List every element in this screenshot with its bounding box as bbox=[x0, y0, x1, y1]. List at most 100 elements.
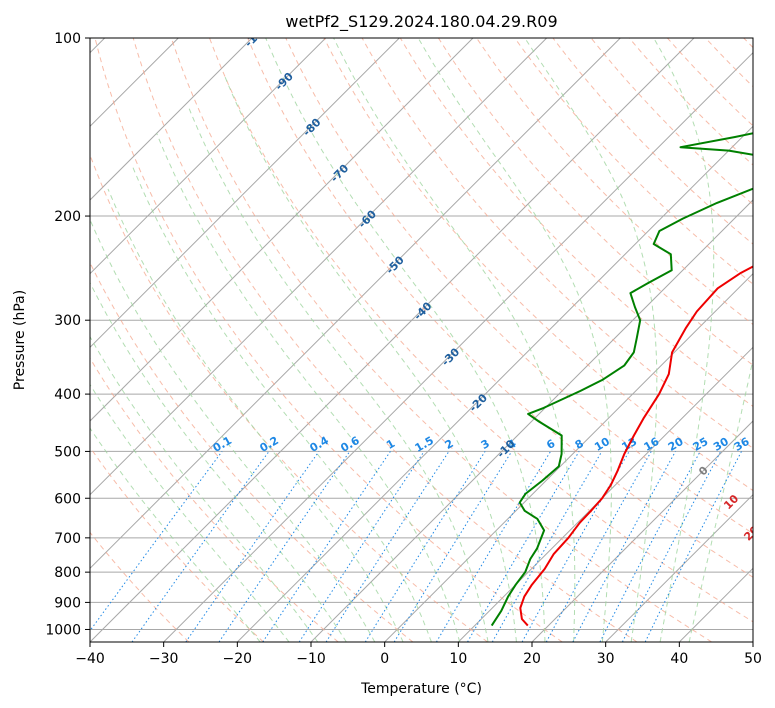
chart-title: wetPf2_S129.2024.180.04.29.R09 bbox=[285, 12, 557, 32]
x-tick-label: 0 bbox=[380, 651, 389, 667]
mixing-ratio-line bbox=[262, 451, 391, 642]
isotherm-label: -30 bbox=[439, 345, 462, 368]
x-tick-label: 20 bbox=[523, 651, 541, 667]
isotherm-label: -90 bbox=[273, 70, 296, 93]
isotherm-line bbox=[384, 272, 753, 642]
moist-adiabat-line bbox=[333, 38, 576, 642]
mixing-ratio-label: 2 bbox=[443, 437, 456, 452]
isotherm-label: -40 bbox=[411, 299, 434, 322]
y-tick-label: 400 bbox=[54, 387, 81, 403]
dry-adiabat-line bbox=[667, 38, 753, 127]
theta-w-label: 30 bbox=[759, 550, 775, 570]
isotherm-line bbox=[90, 38, 695, 642]
y-tick-label: 600 bbox=[54, 491, 81, 507]
dry-adiabat-line bbox=[323, 38, 753, 492]
isotherm-label: -70 bbox=[328, 161, 351, 184]
dry-adiabat-line bbox=[514, 38, 753, 285]
dry-adiabat-line bbox=[247, 38, 753, 578]
moist-adiabat-line bbox=[223, 73, 517, 642]
dry-adiabat-line bbox=[743, 38, 753, 49]
isotherm-line bbox=[90, 38, 474, 422]
y-tick-label: 800 bbox=[54, 565, 81, 581]
isotherm-label: -10 bbox=[494, 437, 517, 460]
moist-adiabat-line bbox=[417, 38, 612, 642]
profile-series bbox=[490, 132, 753, 627]
x-tick-label: 10 bbox=[449, 651, 467, 667]
mixing-ratio-line bbox=[521, 451, 630, 642]
mixing-ratio-line bbox=[131, 451, 270, 642]
isotherm-line bbox=[457, 346, 753, 642]
moist-adiabat-line bbox=[265, 38, 546, 642]
mixing-ratio-line bbox=[599, 451, 701, 642]
y-tick-label: 200 bbox=[54, 209, 81, 225]
theta-w-label: 20 bbox=[741, 523, 761, 543]
isotherm-line bbox=[605, 493, 753, 642]
isotherm-line bbox=[752, 641, 753, 642]
dry-adiabat-line bbox=[90, 531, 190, 642]
theta-w-label: 40 bbox=[768, 578, 775, 598]
moist-adiabat-line bbox=[90, 383, 290, 642]
x-tick-label: 30 bbox=[597, 651, 615, 667]
mixing-ratio-line bbox=[572, 451, 676, 642]
moist-adiabat-line bbox=[132, 166, 432, 642]
dry-adiabat-line bbox=[476, 38, 753, 326]
moist-adiabat-line bbox=[90, 281, 347, 642]
mixing-ratio-line bbox=[435, 451, 552, 642]
y-tick-label: 900 bbox=[54, 595, 81, 611]
mixing-ratio-label: 6 bbox=[544, 437, 557, 452]
mixing-ratio-line bbox=[218, 451, 351, 642]
isotherm-line bbox=[531, 420, 753, 642]
y-tick-label: 100 bbox=[54, 31, 81, 47]
y-axis: 100 200 300 400 500 600 700 800 900 1000 bbox=[45, 31, 90, 638]
moist-adiabat-line bbox=[653, 38, 715, 642]
dry-adiabat-line bbox=[705, 38, 753, 88]
dry-adiabat-line bbox=[437, 38, 753, 366]
y-tick-label: 1000 bbox=[45, 622, 81, 638]
x-tick-label: 50 bbox=[744, 651, 762, 667]
guide-labels: 0.1 0.2 0.4 0.6 1 1.5 2 3 4 6 8 10 13 16 20 25 30 36-100-… bbox=[211, 21, 775, 598]
isotherm-line bbox=[90, 38, 548, 496]
x-tick-label: 40 bbox=[670, 651, 688, 667]
x-tick-label: −20 bbox=[223, 651, 253, 667]
mixing-ratio-line bbox=[298, 451, 425, 642]
dry-adiabat-line bbox=[552, 38, 753, 245]
mixing-ratio-line bbox=[364, 451, 486, 642]
dry-adiabat-line bbox=[209, 38, 753, 623]
dry-adiabat-line bbox=[90, 357, 339, 642]
isotherm-line bbox=[90, 38, 253, 201]
isotherm-label: -50 bbox=[384, 253, 407, 276]
plot-frame bbox=[89, 37, 754, 643]
isotherm-label: -20 bbox=[467, 391, 490, 414]
moist-adiabat-line bbox=[107, 188, 404, 642]
isotherm-label: -100 bbox=[242, 21, 271, 50]
dewpoint-profile-line bbox=[490, 132, 753, 627]
isotherm-label: -60 bbox=[356, 207, 379, 230]
dry-adiabat-line bbox=[90, 153, 488, 642]
dry-adiabat-line bbox=[90, 261, 414, 642]
dry-adiabat-line bbox=[94, 38, 563, 642]
isotherm-line bbox=[90, 38, 400, 349]
mixing-ratio-line bbox=[491, 451, 603, 642]
isotherm-line bbox=[310, 199, 753, 642]
isotherm-line bbox=[90, 38, 621, 570]
dry-adiabat-line bbox=[90, 446, 264, 642]
dry-adiabat-line bbox=[285, 38, 753, 535]
background-lines bbox=[90, 38, 753, 642]
isotherm-line bbox=[163, 51, 753, 642]
x-tick-label: −10 bbox=[296, 651, 326, 667]
isotherm-line bbox=[236, 125, 753, 642]
mixing-ratio-line bbox=[325, 451, 450, 642]
y-tick-label: 300 bbox=[54, 313, 81, 329]
isotherm-line bbox=[90, 38, 327, 275]
y-tick-label: 500 bbox=[54, 444, 81, 460]
isotherm-line bbox=[678, 567, 753, 642]
moist-adiabat-line bbox=[90, 218, 376, 642]
mixing-ratio-line bbox=[393, 451, 513, 642]
x-tick-label: −40 bbox=[75, 651, 105, 667]
dry-adiabat-line bbox=[361, 38, 753, 449]
mixing-ratio-label: 1 bbox=[384, 437, 397, 452]
moist-adiabat-line bbox=[187, 105, 489, 642]
x-axis: −40 −30 −20 −10 0 10 20 30 40 50 bbox=[75, 642, 762, 667]
dry-adiabat-line bbox=[132, 38, 638, 642]
mixing-ratio-line bbox=[90, 451, 223, 632]
